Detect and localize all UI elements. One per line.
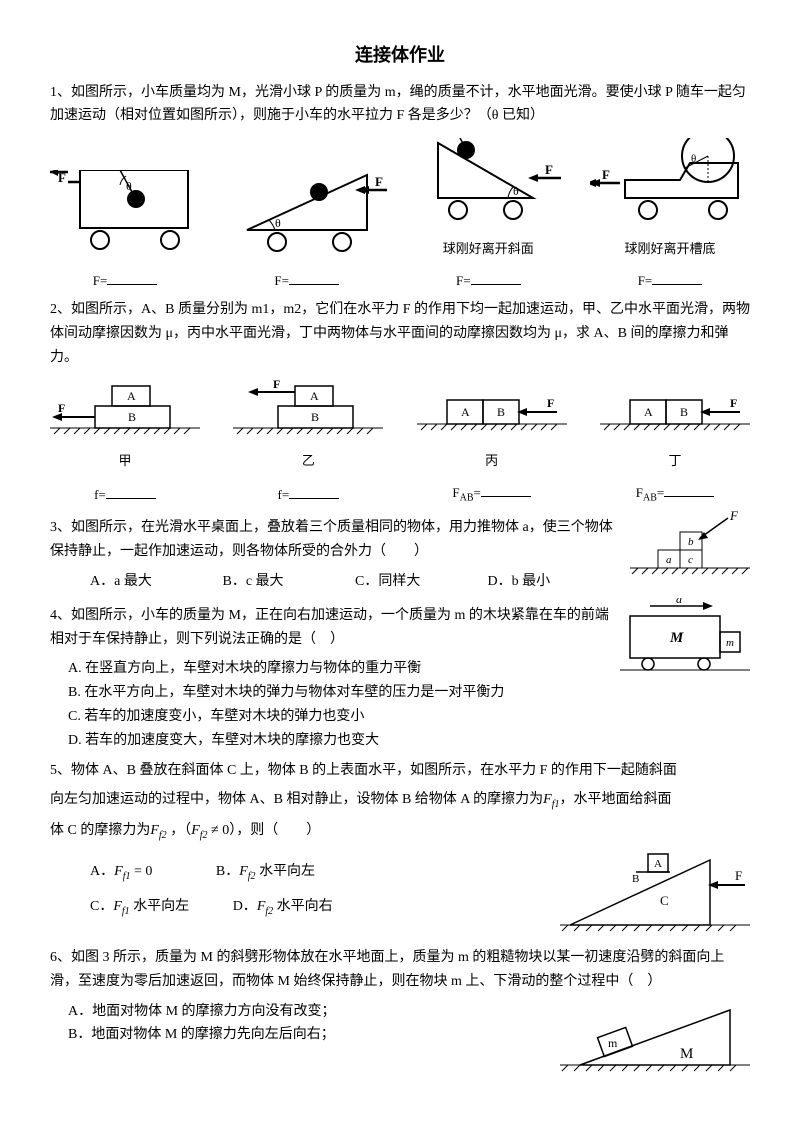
q2-figures: A B F 甲 A B F: [50, 380, 750, 472]
q1-text: 1、如图所示，小车质量均为 M，光滑小球 P 的质量为 m，绳的质量不计，水平地…: [50, 81, 750, 129]
q5-opt-b: B．Ff2 水平向左: [216, 864, 315, 879]
q4-figure: a M m: [620, 598, 750, 753]
q1-blank4[interactable]: [652, 271, 702, 285]
svg-text:F: F: [273, 380, 280, 391]
q3-figure: F b a c: [630, 510, 750, 597]
svg-text:F: F: [602, 167, 610, 182]
svg-text:M: M: [669, 630, 684, 646]
q4-text: 4、如图所示，小车的质量为 M，正在向右加速运动，一个质量为 m 的木块紧靠在车…: [50, 604, 610, 652]
q5-opt-d: D．Ff2 水平向右: [233, 899, 333, 914]
q5-opt-c: C．Ff1 水平向左: [90, 899, 189, 914]
svg-text:m: m: [726, 637, 734, 649]
q2-blank3[interactable]: [481, 483, 531, 497]
q1-fig4: θ F 球刚好离开槽底: [590, 138, 750, 260]
q1-blank1[interactable]: [107, 271, 157, 285]
q4-opt-d: D. 若车的加速度变大，车壁对木块的摩擦力也变大: [68, 729, 610, 753]
svg-text:m: m: [608, 1036, 618, 1050]
q1-fig2: θ F: [227, 170, 387, 260]
q5-figure: A B C F: [560, 850, 750, 940]
q3-options: A．a 最大 B．c 最大 C．同样大 D．b 最小: [90, 570, 620, 594]
svg-text:F: F: [547, 396, 554, 410]
svg-text:F: F: [730, 396, 737, 410]
svg-text:B: B: [632, 873, 639, 885]
svg-text:B: B: [680, 405, 688, 419]
q6-figure: m M: [560, 1000, 750, 1080]
svg-text:a: a: [666, 554, 672, 566]
q2-fig2: A B F 乙: [233, 380, 383, 472]
q1-blank3[interactable]: [471, 271, 521, 285]
svg-text:A: A: [644, 405, 653, 419]
q1-figures: F θ θ F θ: [50, 138, 750, 260]
svg-text:c: c: [688, 554, 693, 566]
q6-text: 6、如图 3 所示，质量为 M 的斜劈形物体放在水平地面上，质量为 m 的粗糙物…: [50, 946, 750, 994]
q1-blank2[interactable]: [289, 271, 339, 285]
q2-fig4: A B F 丁: [600, 390, 750, 472]
q5-line2: 向左匀加速运动的过程中，物体 A、B 相对静止，设物体 B 给物体 A 的摩擦力…: [50, 788, 750, 813]
q2-answers: f= f= FAB= FAB=: [50, 482, 750, 507]
svg-text:F: F: [735, 868, 742, 883]
q4-opt-a: A. 在竖直方向上，车壁对木块的摩擦力与物体的重力平衡: [68, 657, 610, 681]
svg-text:θ: θ: [513, 184, 519, 198]
q6-opt-a: A．地面对物体 M 的摩擦力方向没有改变；: [68, 1000, 550, 1024]
q2-blank2[interactable]: [289, 485, 339, 499]
svg-text:F: F: [545, 162, 553, 177]
svg-text:A: A: [654, 858, 662, 870]
svg-text:C: C: [660, 893, 669, 908]
q1-answers: F= F= F= F=: [50, 270, 750, 292]
q2-text: 2、如图所示，A、B 质量分别为 m1，m2，它们在水平力 F 的作用下均一起加…: [50, 298, 750, 369]
q1-fig1: F θ: [50, 170, 200, 260]
q5-line1: 5、物体 A、B 叠放在斜面体 C 上，物体 B 的上表面水平，如图所示，在水平…: [50, 759, 750, 783]
q2-blank4[interactable]: [664, 483, 714, 497]
q5-line3: 体 C 的摩擦力为Ff2 ，（Ff2 ≠ 0），则（ ）: [50, 819, 750, 844]
svg-text:F: F: [375, 174, 383, 189]
svg-text:B: B: [128, 410, 136, 424]
q2-fig3: A B F 丙: [417, 390, 567, 472]
svg-text:M: M: [680, 1046, 693, 1062]
q2-fig1: A B F 甲: [50, 380, 200, 472]
q6-opt-b: B．地面对物体 M 的摩擦力先向左后向右；: [68, 1023, 550, 1047]
page-title: 连接体作业: [50, 40, 750, 71]
q1-cap4: 球刚好离开槽底: [590, 238, 750, 260]
q4-opt-c: C. 若车的加速度变小，车壁对木块的弹力也变小: [68, 705, 610, 729]
svg-text:F: F: [58, 401, 65, 415]
svg-text:θ: θ: [275, 216, 281, 230]
svg-text:B: B: [497, 405, 505, 419]
svg-text:F: F: [58, 170, 66, 185]
q1-cap3: 球刚好离开斜面: [413, 238, 563, 260]
q1-fig3: θ F 球刚好离开斜面: [413, 138, 563, 260]
q2-blank1[interactable]: [106, 485, 156, 499]
svg-text:A: A: [127, 389, 136, 403]
svg-text:θ: θ: [126, 179, 132, 193]
svg-text:A: A: [310, 389, 319, 403]
svg-text:B: B: [311, 410, 319, 424]
q3-text: 3、如图所示，在光滑水平桌面上，叠放着三个质量相同的物体，用力推物体 a，使三个…: [50, 516, 620, 564]
q5-opt-a: A．Ff1 = 0: [90, 864, 152, 879]
svg-text:A: A: [461, 405, 470, 419]
q4-opt-b: B. 在水平方向上，车壁对木块的弹力与物体对车壁的压力是一对平衡力: [68, 681, 610, 705]
svg-text:a: a: [676, 598, 682, 606]
svg-text:b: b: [688, 536, 694, 548]
svg-text:F: F: [729, 510, 739, 523]
